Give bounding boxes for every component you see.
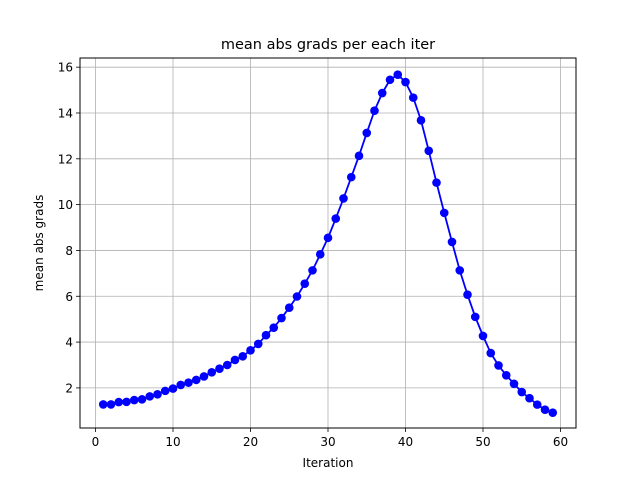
data-point-marker [261,330,271,340]
data-point-marker [323,233,333,243]
data-point-marker [284,303,294,313]
data-point-marker [424,146,434,156]
data-point-marker [277,313,286,323]
data-point-marker [230,355,240,365]
x-tick-label: 40 [398,435,413,449]
data-point-marker [540,405,550,414]
data-point-marker [114,397,124,407]
data-point-marker [377,88,387,98]
data-point-marker [354,151,364,161]
data-point-marker [517,387,527,397]
x-tick-label: 30 [320,435,335,449]
data-point-marker [494,361,503,370]
x-tick-label: 20 [243,435,258,449]
data-point-marker [269,323,279,332]
chart-title: mean abs grads per each iter [221,37,435,53]
data-point-marker [416,116,426,125]
y-tick-label: 8 [65,244,73,258]
data-point-marker [168,384,178,393]
data-point-marker [215,364,224,373]
data-point-marker [455,266,465,275]
x-axis-label: Iteration [303,456,354,470]
data-point-marker [308,266,317,275]
data-point-marker [137,395,147,404]
data-point-marker [246,346,255,355]
axis-ticks: 0 10 20 30 40 50 60 2 4 6 8 10 12 14 16 [58,61,568,449]
data-point-marker [253,339,263,349]
y-axis-label: mean abs grads [32,195,46,292]
x-tick-label: 0 [92,435,100,449]
y-tick-label: 14 [58,106,73,120]
y-tick-label: 6 [65,290,73,304]
data-point-marker [199,372,209,381]
data-point-marker [331,214,341,223]
data-point-marker [532,400,542,409]
data-point-marker [315,250,325,259]
data-point-marker [401,77,410,87]
y-tick-label: 4 [65,336,73,350]
data-point-marker [122,397,131,407]
data-point-marker [238,351,248,361]
data-point-marker [393,70,403,80]
data-point-marker [222,360,232,370]
data-point-marker [447,237,457,247]
data-point-marker [509,379,519,389]
data-point-marker [385,75,395,85]
data-point-marker [339,194,348,203]
data-point-marker [486,348,496,358]
data-point-marker [106,400,116,409]
data-point-marker [153,390,162,399]
y-tick-label: 12 [58,152,73,166]
data-point-marker [191,375,201,385]
data-point-marker [478,331,488,341]
data-point-marker [525,393,534,403]
data-point-marker [292,292,302,301]
data-point-marker [439,208,449,218]
data-point-marker [184,378,193,387]
x-tick-label: 60 [553,435,568,449]
y-tick-label: 16 [58,61,73,75]
series-layer [98,70,558,417]
data-point-marker [176,380,186,390]
data-point-marker [129,395,139,405]
data-point-marker [548,408,558,417]
data-point-marker [470,312,480,322]
data-point-marker [370,106,379,115]
data-point-marker [463,290,472,299]
data-point-marker [408,93,418,102]
data-point-marker [300,279,310,288]
x-tick-label: 10 [165,435,180,449]
y-tick-label: 10 [58,198,73,212]
data-point-marker [207,368,217,377]
data-point-marker [501,371,511,380]
data-point-marker [362,128,372,138]
data-point-marker [432,178,441,187]
y-tick-label: 2 [65,381,73,395]
x-tick-label: 50 [475,435,490,449]
data-point-marker [98,400,108,409]
data-point-marker [160,386,170,396]
data-point-marker [145,392,155,401]
data-point-marker [346,172,356,182]
